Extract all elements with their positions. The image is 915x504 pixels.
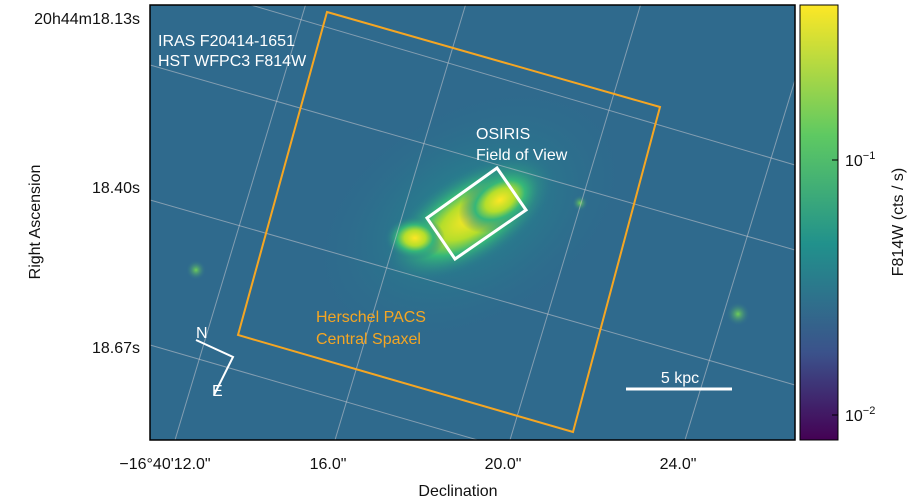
y-tick-label: 18.67s bbox=[92, 340, 140, 357]
x-tick-label: 20.0" bbox=[485, 456, 522, 473]
pacs-label: Central Spaxel bbox=[316, 331, 421, 348]
colorbar-tick-label: 10−2 bbox=[845, 405, 875, 425]
y-tick-label: 18.40s bbox=[92, 180, 140, 197]
tick-base: 10 bbox=[845, 408, 863, 425]
target-label: IRAS F20414-1651 bbox=[158, 33, 295, 50]
y-tick-label: 20h44m18.13s bbox=[34, 11, 140, 28]
fov-label: Field of View bbox=[476, 147, 568, 164]
x-tick-label: −16°40'12.0" bbox=[119, 456, 210, 473]
tick-exponent: −2 bbox=[863, 405, 876, 417]
instrument-label: HST WFPC3 F814W bbox=[158, 53, 307, 70]
pacs-label: Herschel PACS bbox=[316, 309, 426, 326]
colorbar-tick-label: 10−1 bbox=[845, 150, 875, 170]
tick-exponent: −1 bbox=[863, 150, 876, 162]
figure: IRAS F20414-1651 HST WFPC3 F814W OSIRIS … bbox=[0, 0, 915, 504]
x-tick-label: 24.0" bbox=[660, 456, 697, 473]
colorbar-label: F814W (cts / s) bbox=[890, 168, 907, 276]
compass-east: E bbox=[212, 383, 223, 400]
y-axis-label: Right Ascension bbox=[27, 165, 44, 280]
scale-label: 5 kpc bbox=[661, 370, 699, 387]
compass-north: N bbox=[196, 325, 208, 342]
x-tick-label: 16.0" bbox=[310, 456, 347, 473]
tick-base: 10 bbox=[845, 153, 863, 170]
sky-image bbox=[150, 0, 795, 490]
colorbar bbox=[800, 5, 838, 440]
x-axis-label: Declination bbox=[418, 483, 497, 500]
fov-label: OSIRIS bbox=[476, 126, 530, 143]
